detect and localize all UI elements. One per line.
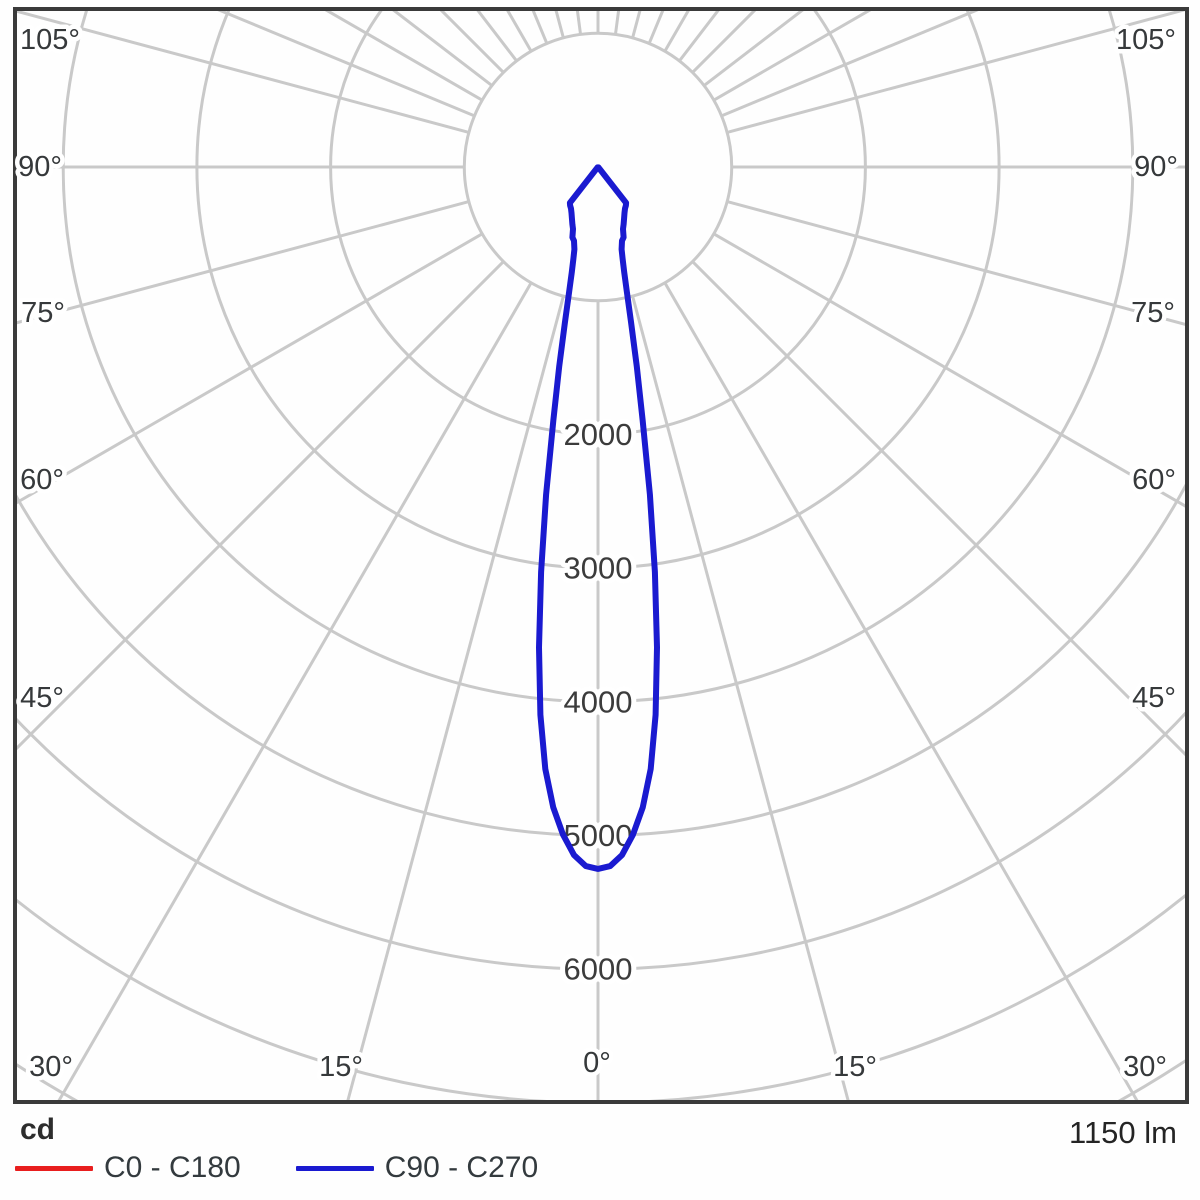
angle-tick-label: 60° [20, 464, 64, 496]
angle-spoke [17, 260, 505, 751]
angle-tick-label: 30° [1123, 1051, 1167, 1083]
angle-spoke [531, 11, 549, 45]
angle-tick-label: 90° [18, 151, 62, 183]
angle-spoke [713, 232, 1185, 508]
legend-line-icon-c90-c270 [295, 1165, 374, 1171]
angle-spoke [647, 11, 665, 45]
angle-tick-label: 45° [20, 682, 64, 714]
angle-spoke [57, 282, 533, 1100]
ring-value-labels: 2000 3000 4000 5000 6000 [559, 412, 638, 992]
legend-label-c90-c270: C90 - C270 [384, 1151, 539, 1184]
ring-value-label: 6000 [564, 952, 633, 987]
angle-tick-label: 0° [583, 1047, 611, 1079]
legend: C0 - C180 C90 - C270 [15, 1150, 538, 1186]
plot-border [13, 7, 1189, 1104]
luminous-flux-label: 1150 lm [1069, 1115, 1177, 1150]
radial-unit-label: cd [20, 1113, 56, 1146]
angle-spoke [17, 200, 470, 325]
angle-tick-label: 105° [20, 24, 80, 56]
angle-tick-label: 15° [319, 1051, 363, 1083]
ring-value-label: 2000 [564, 417, 633, 452]
angle-tick-labels: 0° 15° 15° 30° 30° 45° 45° 60° 60° 75° 75° 90° 90° 10… [14, 20, 1183, 1088]
intensity-curve-c90-c270 [536, 164, 660, 872]
angle-spoke [346, 295, 565, 1100]
angle-tick-label: 105° [1116, 24, 1176, 56]
ring-value-label: 4000 [564, 684, 633, 719]
ring-value-label: 3000 [564, 551, 633, 586]
legend-item-c0-c180: C0 - C180 [15, 1150, 241, 1186]
angle-spoke [217, 11, 476, 118]
angle-spoke [631, 295, 850, 1100]
angle-tick-label: 60° [1132, 464, 1176, 496]
angle-spoke [691, 260, 1185, 757]
angle-tick-label: 45° [1132, 682, 1176, 714]
legend-label-c0-c180: C0 - C180 [104, 1151, 241, 1184]
angle-spoke [663, 282, 1139, 1100]
angle-spoke [17, 232, 483, 505]
angle-spoke [726, 200, 1185, 326]
legend-line-icon-c0-c180 [15, 1165, 93, 1171]
angle-tick-label: 30° [29, 1051, 73, 1083]
angle-spoke [720, 11, 979, 118]
ring-value-label: 5000 [564, 818, 633, 853]
angle-tick-label: 75° [21, 297, 65, 329]
angle-tick-label: 90° [1134, 151, 1178, 183]
angle-spoke [726, 11, 1185, 134]
angle-spoke [17, 11, 470, 134]
angle-tick-label: 15° [833, 1051, 877, 1083]
angle-tick-label: 75° [1131, 297, 1175, 329]
legend-item-c90-c270: C90 - C270 [295, 1150, 539, 1186]
